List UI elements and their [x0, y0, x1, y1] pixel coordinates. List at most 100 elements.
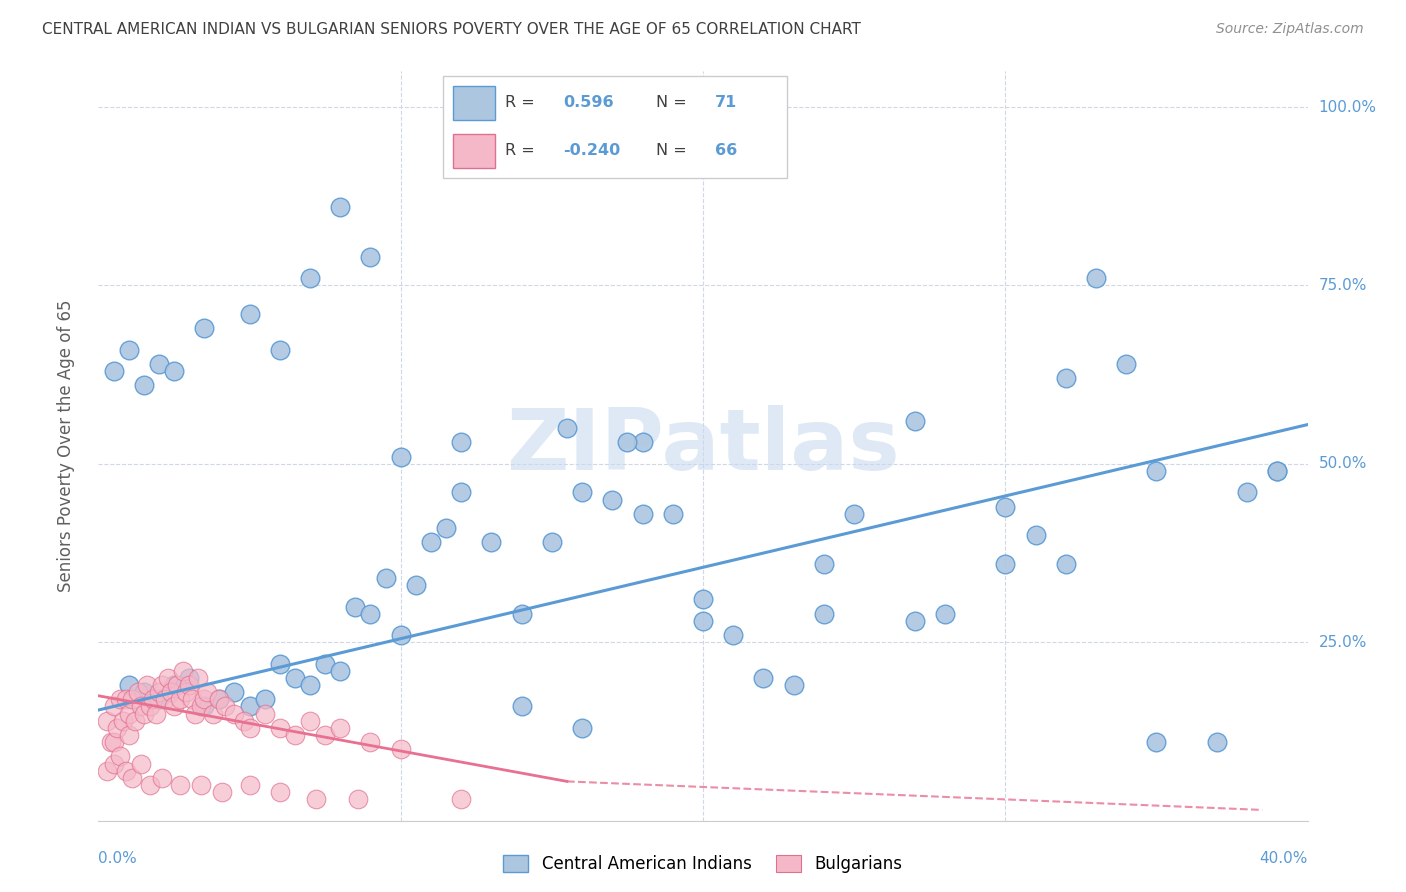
Point	[450, 435, 472, 450]
Text: R =: R =	[505, 95, 540, 110]
Point	[616, 435, 638, 450]
Point	[166, 678, 188, 692]
Point	[1267, 464, 1289, 478]
Point	[118, 728, 141, 742]
Point	[148, 357, 170, 371]
Point	[208, 692, 231, 706]
Point	[139, 778, 162, 792]
Point	[269, 785, 291, 799]
Point	[132, 378, 155, 392]
Point	[163, 364, 186, 378]
Point	[389, 450, 412, 464]
Point	[305, 792, 328, 806]
Y-axis label: Seniors Poverty Over the Age of 65: Seniors Poverty Over the Age of 65	[56, 300, 75, 592]
Text: 71: 71	[716, 95, 737, 110]
Point	[299, 714, 322, 728]
Point	[752, 671, 775, 685]
Point	[631, 507, 654, 521]
Point	[114, 692, 136, 706]
Point	[329, 721, 352, 735]
Point	[103, 756, 125, 771]
Point	[284, 671, 307, 685]
Point	[571, 721, 593, 735]
Point	[783, 678, 806, 692]
Point	[450, 485, 472, 500]
Point	[284, 728, 307, 742]
Point	[148, 692, 170, 706]
Point	[224, 685, 246, 699]
Point	[405, 578, 427, 592]
Text: -0.240: -0.240	[564, 144, 620, 158]
Point	[1024, 528, 1046, 542]
Point	[571, 485, 593, 500]
Text: 100.0%: 100.0%	[1319, 100, 1376, 114]
Text: N =: N =	[657, 144, 692, 158]
Point	[540, 535, 562, 549]
Point	[994, 557, 1017, 571]
Point	[195, 685, 218, 699]
Point	[360, 607, 382, 621]
Point	[127, 685, 149, 699]
Point	[124, 714, 146, 728]
Point	[239, 307, 262, 321]
Point	[111, 714, 134, 728]
Point	[193, 699, 215, 714]
Point	[103, 364, 125, 378]
Text: R =: R =	[505, 144, 540, 158]
Point	[374, 571, 396, 585]
Point	[129, 756, 152, 771]
Point	[163, 699, 186, 714]
Point	[163, 678, 186, 692]
Point	[129, 699, 152, 714]
Text: 25.0%: 25.0%	[1319, 635, 1367, 649]
Point	[187, 671, 209, 685]
Text: 0.0%: 0.0%	[98, 851, 138, 866]
Text: N =: N =	[657, 95, 692, 110]
Point	[631, 435, 654, 450]
Point	[1054, 371, 1077, 385]
Point	[314, 728, 336, 742]
Point	[135, 678, 157, 692]
FancyBboxPatch shape	[453, 87, 495, 120]
Point	[179, 678, 201, 692]
Point	[555, 421, 578, 435]
Point	[181, 692, 204, 706]
Point	[510, 699, 533, 714]
Point	[420, 535, 443, 549]
Point	[190, 778, 212, 792]
Text: 75.0%: 75.0%	[1319, 278, 1367, 293]
Point	[661, 507, 683, 521]
FancyBboxPatch shape	[443, 76, 787, 178]
Legend: Central American Indians, Bulgarians: Central American Indians, Bulgarians	[496, 848, 910, 880]
Point	[450, 792, 472, 806]
Point	[148, 685, 170, 699]
Point	[224, 706, 246, 721]
Point	[360, 735, 382, 749]
Point	[108, 749, 131, 764]
Point	[118, 343, 141, 357]
Point	[844, 507, 866, 521]
Text: 66: 66	[716, 144, 737, 158]
Point	[153, 692, 176, 706]
Point	[132, 685, 155, 699]
Point	[103, 699, 125, 714]
Point	[1206, 735, 1229, 749]
Point	[1267, 464, 1289, 478]
Point	[904, 614, 927, 628]
Point	[1085, 271, 1108, 285]
Point	[105, 721, 128, 735]
Point	[214, 699, 236, 714]
Point	[269, 721, 291, 735]
Point	[481, 535, 503, 549]
Point	[160, 685, 183, 699]
Point	[232, 714, 254, 728]
Point	[121, 771, 143, 785]
Point	[347, 792, 370, 806]
Point	[813, 607, 835, 621]
Point	[202, 706, 225, 721]
Point	[193, 321, 215, 335]
Point	[299, 271, 322, 285]
Point	[142, 692, 165, 706]
Point	[139, 699, 162, 714]
FancyBboxPatch shape	[453, 135, 495, 168]
